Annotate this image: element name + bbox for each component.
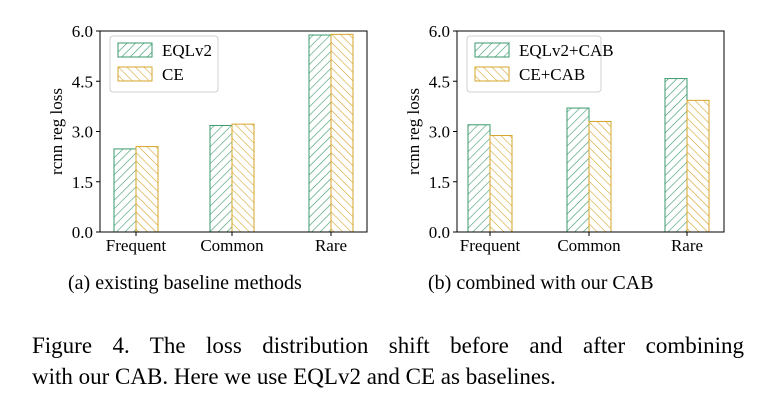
bar-a-s1-rare (330, 33, 354, 233)
ytick-label-a-3: 4.5 (72, 72, 93, 91)
bar-a-s0-rare (308, 34, 332, 233)
xtick-label-a-2: Rare (315, 236, 347, 255)
ytick-label-b-0: 0.0 (429, 223, 450, 242)
ytick-label-a-1: 1.5 (72, 173, 93, 192)
figure-charts: 0.0 1.5 3.0 4.5 6.0 Frequent Common Rare rcnn re… (47, 22, 725, 255)
xtick-label-a-1: Common (200, 236, 264, 255)
bar-b-s1-frequent (489, 135, 513, 233)
chart-b: 0.0 1.5 3.0 4.5 6.0 Frequent Common Rare rcnn re… (404, 22, 725, 255)
ytick-label-a-0: 0.0 (72, 223, 93, 242)
xtick-label-b-0: Frequent (460, 236, 521, 255)
ytick-label-b-4: 6.0 (429, 22, 450, 41)
legend-swatch-b-1 (474, 66, 510, 82)
legend-swatch-a-0 (117, 42, 153, 58)
bar-b-s0-common (566, 107, 590, 233)
bar-a-s1-common (231, 123, 255, 233)
ylabel-a: rcnn reg loss (47, 88, 66, 175)
subcaption-b: (b) combined with our CAB (428, 272, 654, 294)
bar-a-s1-frequent (135, 146, 159, 233)
caption-line-1: Figure 4. The loss distribution shift be… (32, 333, 744, 358)
ylabel-b: rcnn reg loss (404, 88, 423, 175)
bar-b-s1-rare (686, 99, 710, 233)
caption-line-2: with our CAB. Here we use EQLv2 and CE a… (32, 364, 556, 389)
bar-a-s0-frequent (113, 148, 137, 233)
xtick-label-b-1: Common (557, 236, 621, 255)
xtick-label-a-0: Frequent (106, 236, 167, 255)
ytick-label-b-3: 4.5 (429, 72, 450, 91)
chart-a: 0.0 1.5 3.0 4.5 6.0 Frequent Common Rare rcnn re… (47, 22, 368, 255)
legend-label-a-1: CE (162, 65, 184, 84)
legend-label-b-0: EQLv2+CAB (519, 41, 614, 60)
ytick-label-a-4: 6.0 (72, 22, 93, 41)
legend-label-a-0: EQLv2 (162, 41, 212, 60)
ytick-label-a-2: 3.0 (72, 123, 93, 142)
legend-swatch-b-0 (474, 42, 510, 58)
figure-caption: Figure 4. The loss distribution shift be… (32, 330, 744, 392)
bar-b-s1-common (588, 120, 612, 233)
ytick-label-b-2: 3.0 (429, 123, 450, 142)
ytick-label-b-1: 1.5 (429, 173, 450, 192)
bar-b-s0-frequent (467, 124, 491, 233)
legend-label-b-1: CE+CAB (519, 65, 585, 84)
xtick-label-b-2: Rare (671, 236, 703, 255)
bar-a-s0-common (209, 124, 233, 233)
legend-swatch-a-1 (117, 66, 153, 82)
bar-b-s0-rare (664, 78, 688, 233)
subcaption-a: (a) existing baseline methods (68, 272, 302, 294)
